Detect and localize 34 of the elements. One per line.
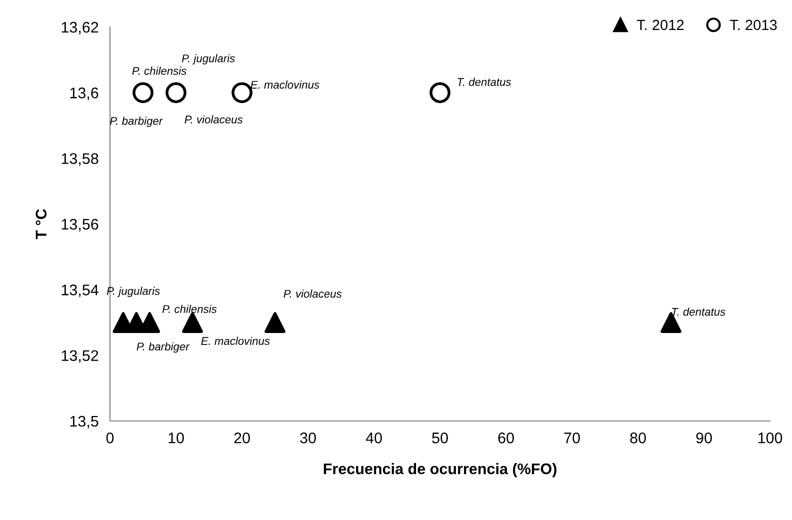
y-tick-label: 13,54	[62, 284, 98, 298]
x-tick-label: 10	[168, 432, 184, 444]
x-tick-label: 0	[106, 432, 114, 444]
x-tick-label: 70	[564, 432, 580, 444]
x-tick-label: 100	[758, 432, 782, 444]
annotation: P. jugularis	[106, 286, 160, 298]
y-tick-label: 13,5	[70, 416, 98, 428]
y-axis-title: T °C	[36, 209, 47, 240]
y-tick-label: 13,6	[70, 88, 98, 100]
x-tick-label: 80	[630, 432, 646, 444]
y-tick-label: 13,52	[62, 350, 98, 363]
x-tick-label: 50	[432, 432, 448, 444]
annotation: E. maclovinus	[201, 336, 270, 345]
annotation: P. barbiger	[136, 342, 190, 353]
annotation: P. violaceus	[284, 290, 342, 298]
annotation: P. chilensis	[132, 66, 186, 75]
annotation: T. dentatus	[672, 308, 726, 316]
annotation: P. chilensis	[162, 304, 217, 313]
x-tick-label: 60	[498, 432, 514, 444]
y-tick-label: 13,58	[62, 153, 98, 166]
y-tick-label: 13,62	[62, 22, 98, 34]
x-tick-label: 30	[300, 432, 316, 444]
x-axis-title: Frecuencia de ocurrencia (%FO)	[324, 463, 556, 478]
legend-label: T. 2012	[636, 20, 684, 30]
annotation: E. maclovinus	[250, 80, 320, 89]
x-tick-label: 90	[696, 432, 712, 444]
annotation: T. dentatus	[458, 78, 512, 86]
annotation: P. violaceus	[184, 115, 243, 124]
annotation: P. barbiger	[110, 116, 163, 128]
annotation: P. jugularis	[182, 54, 235, 65]
x-tick-label: 20	[234, 432, 250, 444]
x-tick-label: 40	[366, 432, 382, 444]
legend-label: T. 2013	[730, 20, 777, 30]
y-tick-label: 13,56	[62, 218, 98, 232]
